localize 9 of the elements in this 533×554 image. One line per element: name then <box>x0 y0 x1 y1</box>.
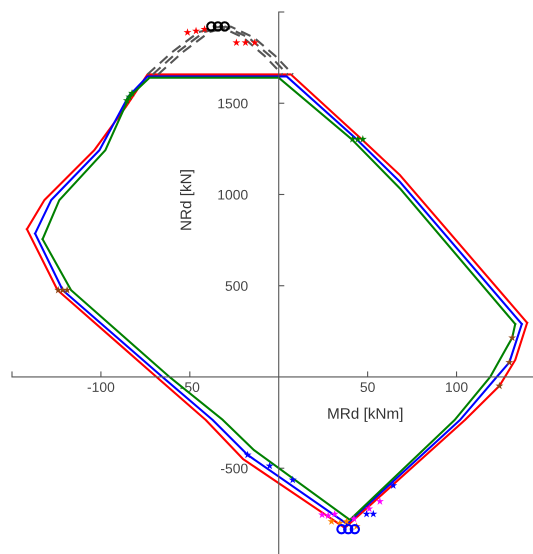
y-tick-label: 1500 <box>218 98 248 108</box>
y-tick-label: 1000 <box>218 190 248 200</box>
y-tick-label: 500 <box>226 281 248 291</box>
x-tick-label: 100 <box>446 382 468 392</box>
x-tick-label: 50 <box>360 382 375 392</box>
x-axis-title: MRd [kNm] <box>328 408 402 422</box>
y-axis-title: NRd [kN] <box>180 170 194 230</box>
x-tick-label: -100 <box>88 382 114 392</box>
y-tick-label: -500 <box>220 464 248 474</box>
